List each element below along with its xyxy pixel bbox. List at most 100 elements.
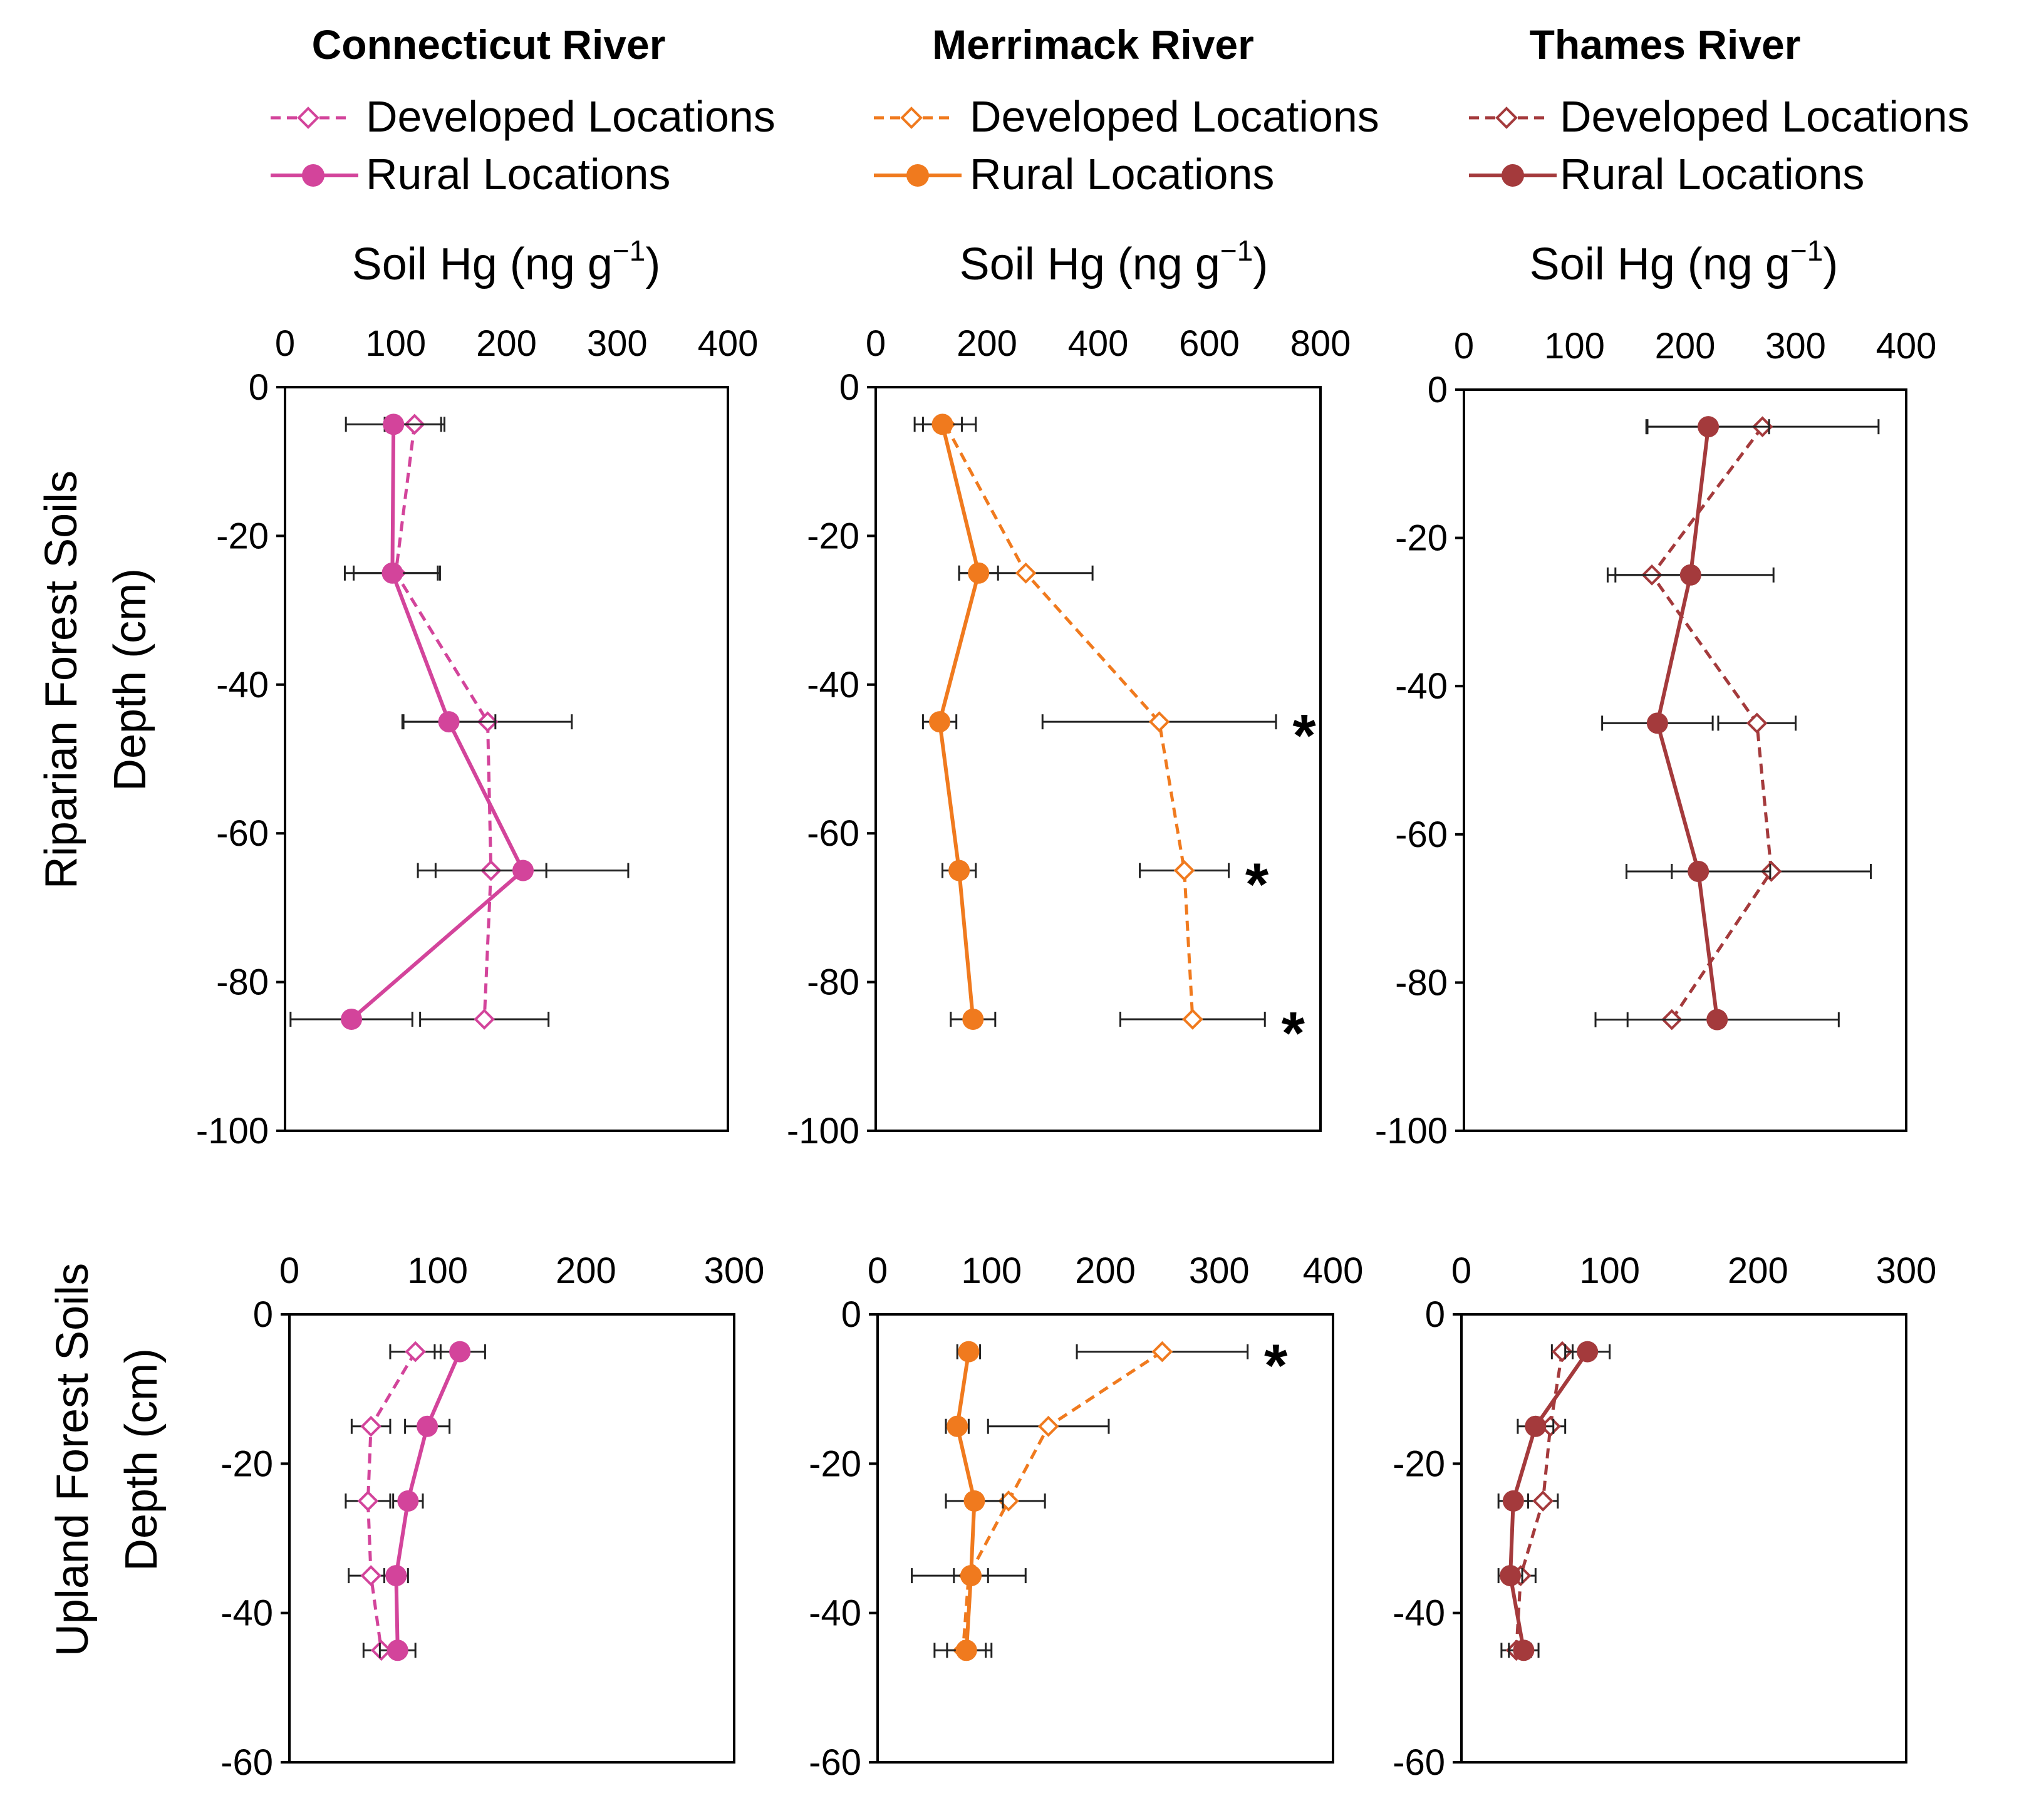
- data-point-rural: [1688, 860, 1709, 882]
- y-tick-label: -40: [216, 665, 269, 705]
- y-tick-label: -40: [1395, 666, 1448, 707]
- axis-title-prefix: Soil Hg (ng g: [352, 239, 613, 289]
- y-tick-label: -100: [1375, 1111, 1448, 1151]
- axis-title-sup: −1: [1220, 234, 1253, 267]
- data-point-developed: [1182, 1009, 1203, 1030]
- x-tick-label: 400: [1303, 1250, 1364, 1291]
- legend-rural-label: Rural Locations: [1560, 150, 1864, 199]
- axis-title-prefix: Soil Hg (ng g: [1530, 239, 1790, 289]
- legend-developed-label: Developed Locations: [1560, 92, 1969, 141]
- y-tick-label: -20: [807, 516, 859, 556]
- x-tick-label: 200: [1075, 1250, 1136, 1291]
- legend-rural-label: Rural Locations: [366, 150, 670, 199]
- y-tick-label: -40: [1393, 1593, 1445, 1634]
- y-tick-label: -60: [1395, 814, 1448, 855]
- data-point-developed: [360, 1415, 381, 1437]
- legend-developed-label: Developed Locations: [970, 92, 1379, 141]
- y-tick-label: -60: [220, 1742, 273, 1783]
- axis-title-suffix: ): [1253, 239, 1268, 289]
- x-tick-label: 300: [1765, 326, 1826, 366]
- y-tick-label: -80: [216, 962, 269, 1003]
- data-point-rural: [383, 413, 405, 435]
- legend-rural-marker: [906, 164, 929, 187]
- series-rural: [1594, 416, 1840, 1031]
- data-point-rural: [929, 711, 951, 733]
- series-rural: [1497, 1341, 1611, 1661]
- series-rural: [378, 1341, 486, 1661]
- y-tick-label: -20: [216, 516, 269, 556]
- y-tick-label: -80: [1395, 962, 1448, 1003]
- data-point-developed: [1037, 1415, 1059, 1437]
- x-tick-label: 300: [1189, 1250, 1250, 1291]
- legend-developed-label: Developed Locations: [366, 92, 776, 141]
- data-point-developed: [1173, 860, 1195, 881]
- x-tick-label: 400: [1068, 323, 1129, 364]
- x-tick-label: 0: [868, 1250, 888, 1291]
- x-tick-label: 200: [1728, 1250, 1788, 1291]
- legend-rural-label: Rural Locations: [970, 150, 1274, 199]
- x-tick-label: 200: [476, 323, 537, 364]
- y-tick-label: -60: [807, 813, 859, 854]
- axis-title-sup: −1: [613, 234, 645, 267]
- data-point-rural: [397, 1490, 419, 1512]
- x-tick-label: 300: [704, 1250, 765, 1291]
- series-developed: [913, 413, 1277, 1030]
- plot-frame: [874, 386, 1322, 1132]
- data-point-rural: [512, 860, 534, 881]
- x-axis-title-thames: Soil Hg (ng g−1): [1530, 234, 1839, 289]
- y-tick-label: 0: [841, 1294, 861, 1335]
- x-tick-label: 0: [1451, 1250, 1471, 1291]
- data-point-rural: [931, 413, 953, 435]
- y-tick-label: -20: [1395, 518, 1448, 559]
- x-tick-label: 400: [1876, 326, 1937, 366]
- data-point-developed: [1746, 712, 1768, 734]
- y-tick-label: -100: [196, 1111, 269, 1151]
- x-tick-label: 0: [1454, 326, 1474, 366]
- legend-connecticut: Developed Locations Rural Locations: [271, 92, 776, 199]
- river-title-thames: Thames River: [1530, 21, 1801, 68]
- series-line-developed: [366, 1351, 417, 1651]
- data-point-developed: [360, 1565, 381, 1586]
- y-tick-label: 0: [253, 1294, 273, 1335]
- y-tick-label: -60: [216, 813, 269, 854]
- y-tick-label: -20: [809, 1443, 861, 1484]
- plot-frame: [284, 386, 729, 1132]
- legend-rural-marker: [1502, 164, 1524, 187]
- data-point-developed: [1151, 1341, 1173, 1363]
- x-tick-label: 100: [407, 1250, 468, 1291]
- data-point-rural: [386, 1639, 408, 1661]
- x-tick-label: 200: [556, 1250, 616, 1291]
- panel-thames-upland: 0 100 200 300 0 -20 -40 -60: [1393, 1250, 1936, 1783]
- data-point-developed: [1760, 861, 1782, 882]
- data-point-rural: [438, 711, 460, 733]
- significance-star: *: [1282, 1000, 1305, 1067]
- y-tick-label: -60: [1393, 1742, 1445, 1783]
- panel-thames-riparian: 0 100 200 300 400 0 -20 -40 -60 -80 -100: [1375, 326, 1936, 1151]
- data-point-rural: [449, 1341, 471, 1363]
- legend-developed-marker: [297, 107, 319, 129]
- data-point-rural: [1698, 416, 1720, 438]
- data-point-developed: [1532, 1490, 1554, 1512]
- series-rural: [289, 413, 630, 1030]
- row-label-upland-line2: Depth (cm): [117, 1348, 167, 1571]
- panel-merrimack-upland: 0 100 200 300 400 0 -20 -40 -60 *: [809, 1250, 1363, 1783]
- plot-frame: [876, 1313, 1334, 1764]
- panel-connecticut-upland: 0 100 200 300 0 -20 -40 -60: [220, 1250, 764, 1783]
- legend-merrimack: Developed Locations Rural Locations: [874, 92, 1379, 199]
- data-point-rural: [1525, 1415, 1547, 1437]
- data-point-rural: [1513, 1639, 1535, 1661]
- y-tick-label: 0: [839, 367, 859, 408]
- significance-star: *: [1292, 702, 1316, 769]
- legend-developed-marker: [900, 107, 923, 129]
- x-tick-label: 300: [1876, 1250, 1937, 1291]
- x-tick-label: 0: [275, 323, 295, 364]
- data-point-rural: [947, 1415, 968, 1437]
- panel-merrimack-riparian: 0 200 400 600 800 0 -20 -40 -60 -80 -100 * * *: [787, 323, 1351, 1151]
- legend-developed-marker: [1495, 107, 1518, 129]
- data-point-rural: [968, 562, 990, 584]
- x-tick-label: 0: [279, 1250, 299, 1291]
- river-title-merrimack: Merrimack River: [932, 21, 1254, 68]
- data-point-developed: [405, 1341, 426, 1363]
- data-point-rural: [1646, 712, 1668, 734]
